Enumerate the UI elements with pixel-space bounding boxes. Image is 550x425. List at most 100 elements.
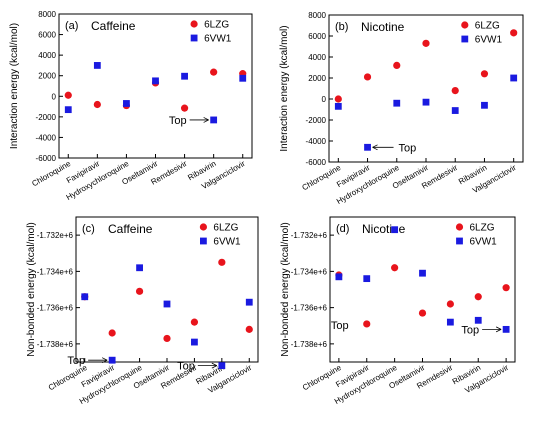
legend-marker — [455, 223, 464, 231]
chart-panel: -6000 -4000 -2000 0 2000 4000 6000 8000 Chloroqu… — [9, 10, 253, 202]
data-point-6vw1 — [502, 325, 510, 333]
data-point-6lzg — [180, 104, 189, 112]
data-point-6vw1 — [335, 273, 343, 281]
x-tick-label: Chloroquine — [300, 163, 342, 193]
legend-label: 6VW1 — [204, 34, 232, 45]
chart-title: Caffeine — [108, 222, 153, 236]
legend-label: 6VW1 — [213, 237, 241, 248]
legend-label: 6LZG — [213, 223, 238, 234]
y-tick-label: -6000 — [36, 154, 57, 163]
data-point-6vw1 — [93, 62, 101, 69]
legend-label: 6LZG — [470, 223, 495, 234]
data-point-6vw1 — [152, 77, 159, 85]
data-point-6lzg — [446, 300, 454, 308]
y-tick-label: -1.732e+6 — [37, 231, 74, 240]
data-point-6lzg — [190, 318, 199, 326]
data-point-6lzg — [502, 284, 510, 292]
data-point-6vw1 — [422, 98, 430, 106]
data-point-6vw1 — [363, 275, 371, 283]
legend-marker — [461, 21, 469, 29]
annotation-label: Top — [331, 320, 349, 332]
data-point-6vw1 — [81, 293, 89, 301]
y-tick-label: 2000 — [308, 74, 326, 83]
data-point-6lzg — [510, 29, 518, 37]
y-tick-label: 4000 — [308, 53, 326, 62]
y-tick-label: -1.734e+6 — [291, 267, 328, 276]
y-axis-label: Non-bonded energy (kcal/mol) — [280, 222, 291, 357]
y-tick-label: -1.738e+6 — [291, 340, 328, 349]
data-point-6vw1 — [245, 298, 253, 306]
y-tick-label: 6000 — [308, 32, 326, 41]
data-point-6lzg — [363, 73, 372, 81]
data-point-6lzg — [474, 293, 482, 301]
legend-label: 6VW1 — [475, 35, 503, 46]
data-point-6vw1 — [163, 300, 171, 308]
data-point-6vw1 — [108, 356, 116, 364]
y-tick-label: -1.734e+6 — [37, 267, 74, 276]
data-point-6lzg — [108, 329, 116, 337]
y-tick-label: -1.736e+6 — [291, 304, 328, 313]
y-tick-label: -1.732e+6 — [291, 231, 328, 240]
data-point-6vw1 — [210, 116, 218, 124]
legend-marker — [461, 35, 469, 43]
legend-label: 6LZG — [204, 20, 229, 31]
legend-label: 6VW1 — [470, 237, 498, 248]
chart-panel: -6000 -4000 -2000 0 2000 4000 6000 8000 Chloroqu… — [279, 11, 524, 206]
data-point-6lzg — [363, 320, 371, 328]
data-point-6vw1 — [334, 102, 342, 110]
data-point-6vw1 — [393, 99, 401, 107]
data-point-6vw1 — [510, 74, 518, 82]
y-tick-label: -2000 — [36, 113, 57, 122]
annotation-label: Top — [177, 361, 195, 373]
data-point-6vw1 — [181, 72, 188, 80]
annotation-arrowhead — [372, 144, 378, 151]
data-point-6vw1 — [391, 226, 399, 234]
data-point-6lzg — [422, 39, 430, 47]
data-point-6lzg — [163, 334, 171, 343]
y-tick-label: 8000 — [38, 10, 56, 19]
data-point-6vw1 — [419, 269, 426, 277]
data-point-6lzg — [210, 68, 218, 76]
x-tick-label: Chloroquine — [30, 159, 72, 189]
legend-marker — [199, 223, 207, 231]
data-point-6lzg — [393, 61, 401, 69]
legend-marker — [190, 20, 198, 28]
data-point-6vw1 — [474, 316, 482, 324]
legend-marker — [200, 237, 207, 245]
data-point-6vw1 — [64, 106, 72, 114]
data-point-6lzg — [135, 287, 144, 295]
data-point-6vw1 — [123, 100, 130, 107]
chart-panel: -1.738e+6-1.736e+6-1.734e+6-1.732e+6Chlo… — [280, 216, 516, 406]
data-point-6lzg — [93, 100, 101, 109]
y-tick-label: -4000 — [306, 137, 327, 146]
y-tick-label: 2000 — [38, 72, 56, 81]
legend-label: 6LZG — [475, 21, 500, 32]
legend-marker — [456, 237, 463, 245]
data-point-6vw1 — [446, 318, 454, 326]
y-tick-label: -1.738e+6 — [37, 340, 74, 349]
data-point-6vw1 — [218, 362, 226, 370]
y-tick-label: -4000 — [36, 133, 57, 142]
data-point-6vw1 — [239, 74, 247, 82]
annotation-arrowhead — [211, 362, 218, 369]
data-point-6lzg — [480, 70, 489, 78]
data-point-6lzg — [418, 309, 427, 317]
y-tick-label: 0 — [52, 92, 57, 101]
data-point-6vw1 — [191, 338, 198, 346]
data-point-6lzg — [451, 87, 459, 95]
data-point-6lzg — [218, 258, 226, 266]
data-point-6lzg — [334, 95, 342, 103]
data-point-6vw1 — [481, 101, 488, 109]
y-tick-label: 4000 — [38, 51, 56, 60]
annotation-arrowhead — [495, 326, 502, 333]
annotation-label: Top — [169, 115, 187, 127]
chart-title: Nicotine — [362, 222, 406, 236]
annotation-arrowhead — [101, 357, 108, 364]
annotation-label: Top — [67, 355, 85, 367]
data-point-6vw1 — [451, 107, 459, 114]
panel-label: (b) — [335, 21, 348, 33]
data-point-6lzg — [245, 325, 253, 333]
data-point-6lzg — [64, 91, 72, 99]
panel-label: (c) — [82, 223, 95, 235]
